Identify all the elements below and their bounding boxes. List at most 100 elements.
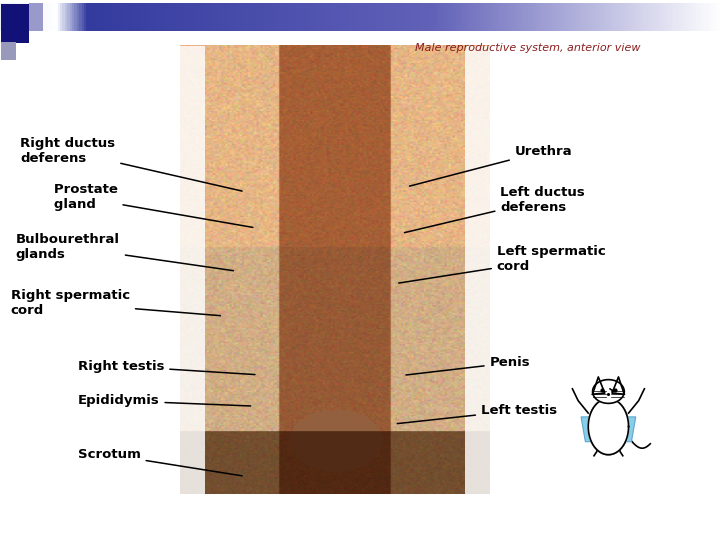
Bar xyxy=(679,3,683,31)
Bar xyxy=(238,3,240,31)
Bar xyxy=(358,3,361,31)
Bar xyxy=(499,3,503,31)
Bar xyxy=(552,3,555,31)
Bar xyxy=(48,3,51,31)
Bar xyxy=(72,3,75,31)
Bar xyxy=(653,3,656,31)
Bar xyxy=(420,3,423,31)
Bar xyxy=(17,3,20,31)
Bar xyxy=(521,3,524,31)
Bar xyxy=(149,3,152,31)
Bar xyxy=(624,3,627,31)
Bar xyxy=(415,3,418,31)
Bar xyxy=(657,3,661,31)
Bar xyxy=(564,3,567,31)
Polygon shape xyxy=(581,417,636,442)
Bar xyxy=(168,3,171,31)
Bar xyxy=(650,3,654,31)
Bar xyxy=(617,3,620,31)
Bar xyxy=(127,3,130,31)
Bar xyxy=(324,3,327,31)
Bar xyxy=(554,3,557,31)
Bar xyxy=(146,3,150,31)
Bar xyxy=(480,3,483,31)
Bar xyxy=(38,3,42,31)
Bar xyxy=(261,3,265,31)
Bar xyxy=(173,3,176,31)
Bar xyxy=(103,3,107,31)
Bar xyxy=(473,3,476,31)
Bar xyxy=(315,3,318,31)
Bar xyxy=(646,3,649,31)
Bar xyxy=(387,3,390,31)
Bar xyxy=(14,3,17,31)
Bar xyxy=(470,3,474,31)
Bar xyxy=(180,46,204,494)
Bar xyxy=(559,3,562,31)
Bar xyxy=(43,3,46,31)
Bar xyxy=(225,3,229,31)
Bar xyxy=(207,3,210,31)
Bar xyxy=(365,3,368,31)
Bar xyxy=(286,3,289,31)
Bar xyxy=(516,3,519,31)
Bar xyxy=(377,3,380,31)
Bar xyxy=(300,3,303,31)
Bar xyxy=(106,3,109,31)
Bar xyxy=(706,3,708,31)
Bar xyxy=(63,3,66,31)
Bar xyxy=(718,3,720,31)
Text: Left testis: Left testis xyxy=(397,404,557,423)
Bar xyxy=(384,3,387,31)
Bar xyxy=(477,3,481,31)
Bar xyxy=(31,3,35,31)
Bar xyxy=(595,3,598,31)
Bar xyxy=(12,3,15,31)
Bar xyxy=(425,3,428,31)
Bar xyxy=(58,3,60,31)
Bar xyxy=(279,3,282,31)
Bar xyxy=(305,3,308,31)
Bar xyxy=(322,3,325,31)
Bar xyxy=(233,3,236,31)
Bar xyxy=(290,3,294,31)
Bar xyxy=(351,3,354,31)
Bar xyxy=(465,46,490,494)
Bar xyxy=(228,3,231,31)
Bar xyxy=(74,3,78,31)
Bar xyxy=(235,3,238,31)
Bar xyxy=(547,3,550,31)
Polygon shape xyxy=(612,377,624,394)
Bar xyxy=(619,3,622,31)
Bar xyxy=(89,3,92,31)
Bar xyxy=(701,3,704,31)
Bar xyxy=(434,3,438,31)
Bar xyxy=(302,3,305,31)
Bar xyxy=(495,3,498,31)
Bar xyxy=(19,3,22,31)
Bar xyxy=(34,3,37,31)
Bar xyxy=(682,3,685,31)
Bar xyxy=(629,3,632,31)
Bar xyxy=(180,46,204,494)
Bar xyxy=(600,3,603,31)
Bar xyxy=(199,3,202,31)
Bar xyxy=(139,3,143,31)
Bar xyxy=(626,3,629,31)
Bar xyxy=(353,3,356,31)
Bar xyxy=(187,3,190,31)
Bar xyxy=(79,3,82,31)
Bar xyxy=(468,3,471,31)
Bar xyxy=(636,3,639,31)
Bar xyxy=(108,3,111,31)
Bar xyxy=(50,3,53,31)
Bar xyxy=(125,3,128,31)
Bar xyxy=(711,3,714,31)
Bar xyxy=(526,3,528,31)
Bar xyxy=(408,3,411,31)
Text: Left spermatic
cord: Left spermatic cord xyxy=(399,245,606,283)
Bar xyxy=(648,3,651,31)
Bar xyxy=(672,3,675,31)
Bar xyxy=(115,3,118,31)
Bar xyxy=(581,3,584,31)
